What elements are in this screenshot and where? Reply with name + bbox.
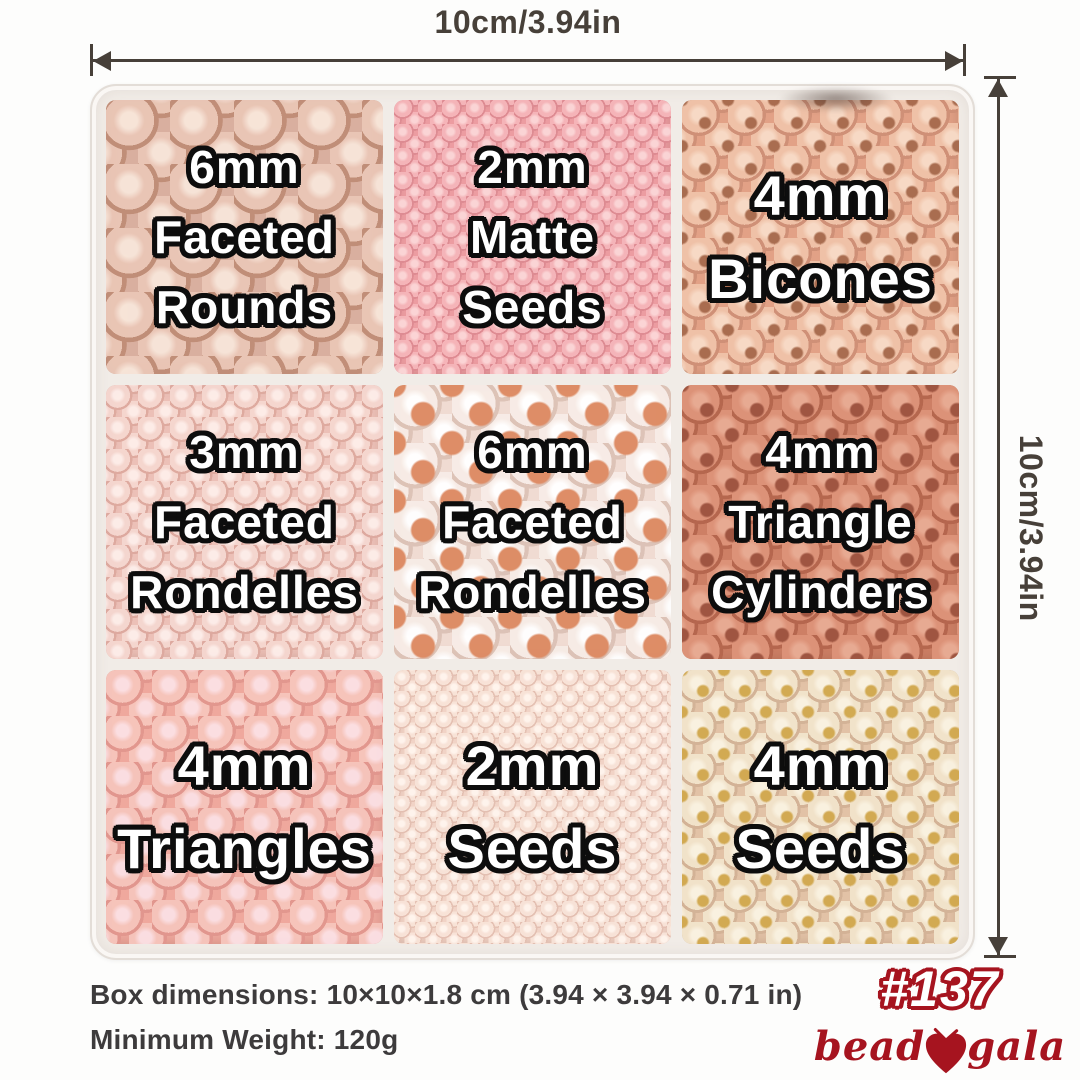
bead-size-text: 6mm — [477, 426, 588, 478]
brand-block: #137 bead gala — [814, 960, 1065, 1074]
compartment-6mm-faceted-rounds: 6mm Faceted Rounds — [106, 100, 383, 374]
bead-type-text: Seeds — [462, 281, 603, 333]
compartment-label: 6mm Faceted Rounds — [106, 100, 383, 374]
compartment-label: 2mm Matte Seeds — [394, 100, 671, 374]
product-specs: Box dimensions: 10×10×1.8 cm (3.94 × 3.9… — [90, 972, 802, 1063]
bead-storage-box: 6mm Faceted Rounds 2mm Matte Seeds 4mm B… — [90, 84, 975, 960]
width-dimension-arrow — [90, 42, 966, 78]
box-lid-shadow — [778, 86, 894, 112]
bead-type-text: Bicones — [708, 246, 933, 310]
compartment-2mm-seeds: 2mm Seeds — [394, 670, 671, 944]
bead-type-text: Cylinders — [711, 566, 930, 618]
heart-icon — [926, 1028, 967, 1074]
compartment-4mm-triangle-cylinders: 4mm Triangle Cylinders — [682, 385, 959, 659]
bead-type-text: Rondelles — [418, 566, 647, 618]
bead-type-text: Seeds — [735, 816, 906, 880]
compartment-label: 3mm Faceted Rondelles — [106, 385, 383, 659]
bead-size-text: 6mm — [189, 141, 300, 193]
bead-type-text: Triangles — [117, 816, 372, 880]
width-dimension-annotation: 10cm/3.94in — [90, 4, 966, 78]
bead-type-text: Rounds — [155, 281, 334, 333]
arrow-line — [92, 59, 964, 62]
compartment-label: 2mm Seeds — [394, 670, 671, 944]
logo-text-bead: bead — [813, 1022, 926, 1070]
bead-size-text: 2mm — [477, 141, 588, 193]
height-dimension-label: 10cm/3.94in — [1013, 434, 1049, 622]
arrow-end-tick — [963, 44, 966, 76]
logo-text-gala: gala — [967, 1022, 1067, 1070]
compartment-4mm-seeds: 4mm Seeds — [682, 670, 959, 944]
compartment-6mm-faceted-rondelles: 6mm Faceted Rondelles — [394, 385, 671, 659]
bead-type-text: Faceted — [154, 211, 335, 263]
item-number: #137 — [880, 961, 1000, 1017]
bead-size-text: 3mm — [189, 426, 300, 478]
arrow-end-tick — [984, 76, 1016, 79]
arrow-right-head-icon — [945, 51, 963, 71]
bead-type-text: Seeds — [447, 816, 618, 880]
compartment-4mm-triangles: 4mm Triangles — [106, 670, 383, 944]
bead-size-text: 2mm — [465, 733, 600, 797]
compartment-4mm-bicones: 4mm Bicones — [682, 100, 959, 374]
bead-type-text: Matte — [469, 211, 596, 263]
compartment-label: 6mm Faceted Rondelles — [394, 385, 671, 659]
compartment-label: 4mm Triangle Cylinders — [682, 385, 959, 659]
bead-size-text: 4mm — [765, 426, 876, 478]
width-dimension-label: 10cm/3.94in — [434, 4, 622, 40]
compartment-3mm-faceted-rondelles: 3mm Faceted Rondelles — [106, 385, 383, 659]
bead-type-text: Triangle — [728, 496, 913, 548]
bead-size-text: 4mm — [753, 163, 888, 227]
minimum-weight-text: Minimum Weight: 120g — [90, 1024, 399, 1056]
bead-type-text: Faceted — [442, 496, 623, 548]
bead-type-text: Faceted — [154, 496, 335, 548]
arrow-down-head-icon — [988, 937, 1008, 955]
compartment-label: 4mm Bicones — [682, 100, 959, 374]
arrow-end-tick — [984, 955, 1016, 958]
bead-size-text: 4mm — [177, 733, 312, 797]
compartment-2mm-matte-seeds: 2mm Matte Seeds — [394, 100, 671, 374]
arrow-line — [997, 78, 1000, 956]
arrow-end-tick — [90, 44, 93, 76]
box-dimensions-text: Box dimensions: 10×10×1.8 cm (3.94 × 3.9… — [90, 979, 803, 1010]
bead-type-text: Rondelles — [130, 566, 359, 618]
compartment-label: 4mm Seeds — [682, 670, 959, 944]
height-dimension-annotation: 10cm/3.94in — [984, 76, 1064, 958]
bead-size-text: 4mm — [753, 733, 888, 797]
beadgala-logo: bead gala — [814, 1020, 1065, 1074]
compartment-label: 4mm Triangles — [106, 670, 383, 944]
